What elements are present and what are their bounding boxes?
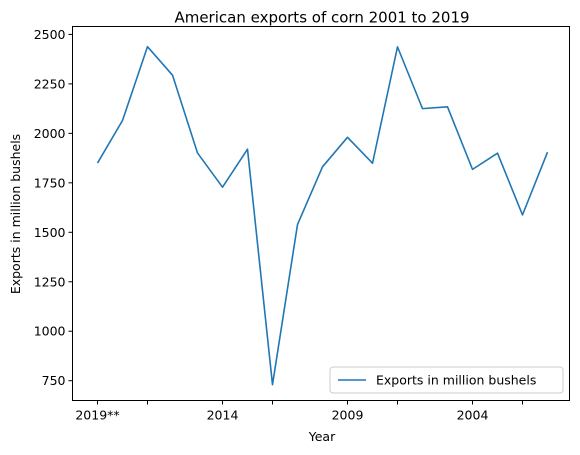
legend-label: Exports in million bushels (376, 373, 536, 388)
y-tick-label: 1750 (34, 175, 66, 190)
y-tick-label: 1250 (34, 274, 66, 289)
y-tick-label: 2000 (34, 126, 66, 141)
y-tick-label: 2250 (34, 76, 66, 91)
x-tick-label: 2004 (457, 408, 489, 423)
x-tick-label: 2014 (207, 408, 239, 423)
series-layer (96, 45, 549, 386)
legend: Exports in million bushels (329, 366, 564, 394)
x-tick-label: 2009 (332, 408, 364, 423)
series-line (96, 45, 549, 386)
legend-box (329, 366, 564, 394)
x-axis: 2019** 2014 2009 2004 (75, 400, 523, 423)
x-tick-label: 2019** (75, 408, 119, 423)
y-tick-label: 750 (42, 373, 66, 388)
y-tick-label: 1500 (34, 225, 66, 240)
plot-frame (72, 26, 570, 401)
x-axis-title: Year (308, 429, 336, 444)
y-tick-label: 2500 (34, 27, 66, 42)
y-axis-title: Exports in million bushels (8, 134, 23, 294)
y-tick-label: 1000 (34, 324, 66, 339)
chart-title: American exports of corn 2001 to 2019 (174, 9, 469, 27)
y-axis: 750 1000 1250 1500 1750 2000 2250 2500 (34, 27, 73, 388)
